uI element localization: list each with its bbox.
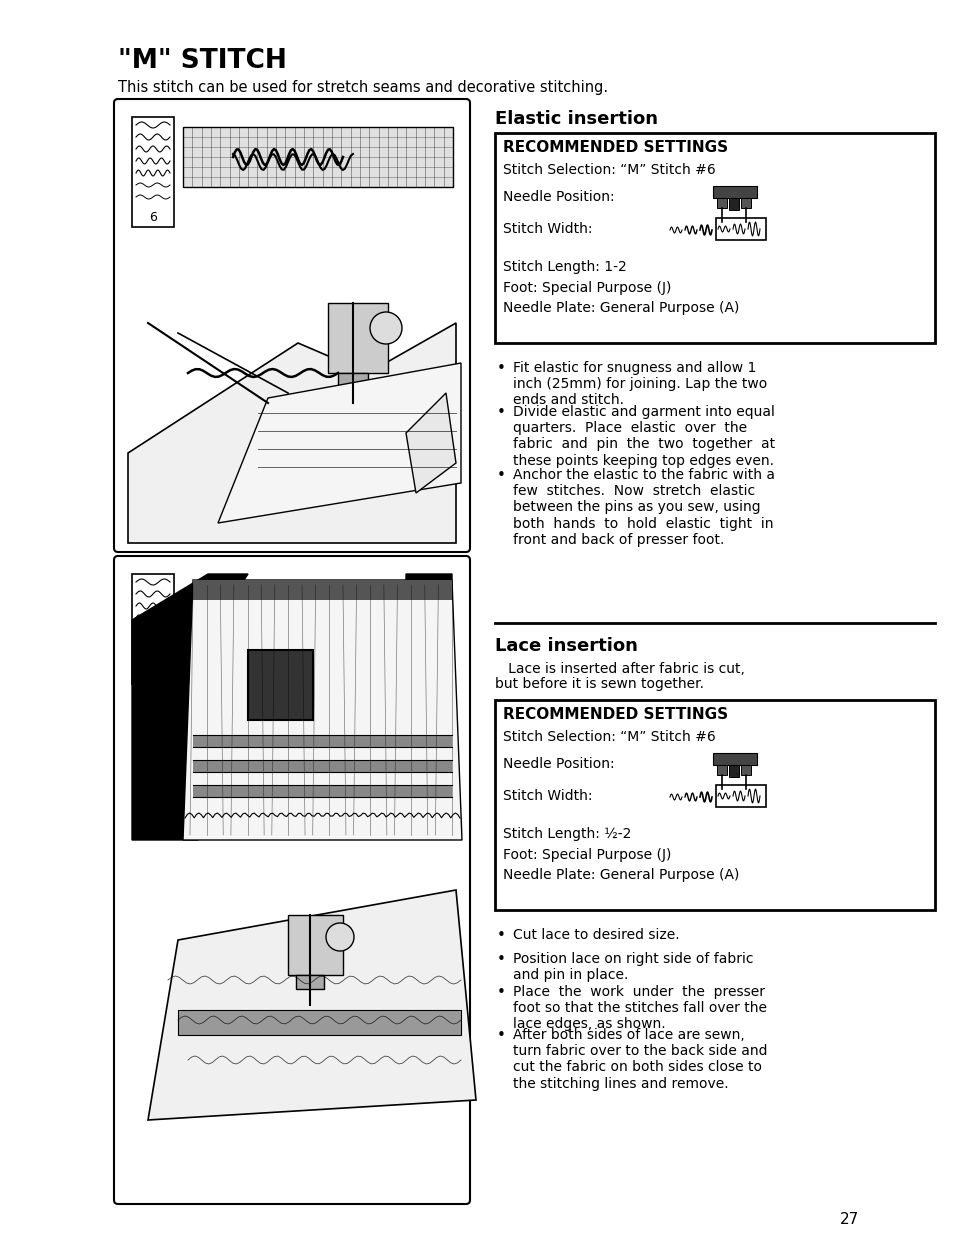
- Bar: [183, 127, 453, 187]
- Polygon shape: [406, 393, 456, 494]
- Circle shape: [370, 312, 401, 344]
- Text: Anchor the elastic to the fabric with a
few  stitches.  Now  stretch  elastic
be: Anchor the elastic to the fabric with a …: [513, 468, 774, 547]
- Text: •: •: [497, 952, 505, 967]
- Text: •: •: [497, 404, 505, 421]
- Text: 27: 27: [840, 1212, 859, 1227]
- Bar: [728, 198, 739, 208]
- Bar: [717, 764, 726, 776]
- Text: Lace is inserted after fabric is cut,: Lace is inserted after fabric is cut,: [495, 662, 744, 675]
- Text: Foot: Special Purpose (J): Foot: Special Purpose (J): [502, 281, 671, 294]
- Bar: [728, 764, 739, 776]
- Text: Stitch Length: ½-2: Stitch Length: ½-2: [502, 828, 631, 841]
- Bar: [740, 198, 750, 208]
- Polygon shape: [218, 362, 460, 523]
- Bar: [193, 735, 452, 747]
- Bar: [712, 753, 757, 764]
- Polygon shape: [128, 323, 456, 543]
- Text: Position lace on right side of fabric
and pin in place.: Position lace on right side of fabric an…: [513, 952, 753, 982]
- Polygon shape: [148, 889, 476, 1119]
- Polygon shape: [406, 574, 452, 630]
- Bar: [728, 764, 739, 777]
- Text: •: •: [497, 1028, 505, 1043]
- Text: RECOMMENDED SETTINGS: RECOMMENDED SETTINGS: [502, 140, 727, 155]
- Bar: [716, 785, 765, 807]
- Text: Needle Plate: General Purpose (A): Needle Plate: General Purpose (A): [502, 301, 739, 315]
- Text: Needle Position:: Needle Position:: [502, 757, 614, 771]
- Text: After both sides of lace are sewn,
turn fabric over to the back side and
cut the: After both sides of lace are sewn, turn …: [513, 1028, 767, 1091]
- Bar: [193, 580, 452, 600]
- Text: 6: 6: [149, 212, 157, 224]
- Bar: [495, 134, 934, 343]
- Text: •: •: [497, 468, 505, 482]
- Text: •: •: [497, 928, 505, 943]
- Polygon shape: [132, 574, 248, 840]
- Text: RECOMMENDED SETTINGS: RECOMMENDED SETTINGS: [502, 708, 727, 722]
- Text: Stitch Selection: “M” Stitch #6: Stitch Selection: “M” Stitch #6: [502, 730, 715, 743]
- Bar: [328, 303, 388, 374]
- FancyBboxPatch shape: [113, 99, 470, 552]
- Bar: [288, 915, 343, 975]
- Bar: [728, 198, 739, 210]
- Polygon shape: [183, 580, 461, 840]
- Bar: [495, 700, 934, 910]
- Bar: [740, 764, 750, 776]
- Text: Needle Plate: General Purpose (A): Needle Plate: General Purpose (A): [502, 868, 739, 882]
- Bar: [193, 760, 452, 772]
- Text: Stitch Selection: “M” Stitch #6: Stitch Selection: “M” Stitch #6: [502, 163, 715, 177]
- Text: This stitch can be used for stretch seams and decorative stitching.: This stitch can be used for stretch seam…: [118, 80, 607, 95]
- Circle shape: [326, 923, 354, 951]
- Bar: [712, 186, 757, 198]
- Text: Stitch Width:: Stitch Width:: [502, 789, 592, 803]
- Bar: [337, 374, 368, 388]
- Text: •: •: [497, 985, 505, 999]
- Text: Stitch Width:: Stitch Width:: [502, 221, 592, 236]
- Text: Lace insertion: Lace insertion: [495, 637, 638, 656]
- Text: Needle Position:: Needle Position:: [502, 190, 614, 204]
- Text: Divide elastic and garment into equal
quarters.  Place  elastic  over  the
fabri: Divide elastic and garment into equal qu…: [513, 404, 774, 468]
- Bar: [295, 975, 324, 990]
- Bar: [178, 1009, 460, 1035]
- Bar: [717, 198, 726, 208]
- Bar: [248, 649, 313, 720]
- Text: Elastic insertion: Elastic insertion: [495, 110, 658, 127]
- Text: "M" STITCH: "M" STITCH: [118, 48, 287, 74]
- Text: Stitch Length: 1-2: Stitch Length: 1-2: [502, 260, 626, 275]
- Bar: [132, 118, 173, 228]
- Text: •: •: [497, 361, 505, 376]
- Text: 6: 6: [149, 668, 157, 682]
- Text: Foot: Special Purpose (J): Foot: Special Purpose (J): [502, 849, 671, 862]
- Bar: [193, 785, 452, 797]
- Text: Cut lace to desired size.: Cut lace to desired size.: [513, 928, 679, 943]
- FancyBboxPatch shape: [113, 555, 470, 1204]
- Bar: [716, 218, 765, 240]
- Text: Place  the  work  under  the  presser
foot so that the stitches fall over the
la: Place the work under the presser foot so…: [513, 985, 766, 1032]
- Bar: [132, 574, 173, 684]
- Text: but before it is sewn together.: but before it is sewn together.: [495, 677, 703, 691]
- Text: Fit elastic for snugness and allow 1
inch (25mm) for joining. Lap the two
ends a: Fit elastic for snugness and allow 1 inc…: [513, 361, 766, 407]
